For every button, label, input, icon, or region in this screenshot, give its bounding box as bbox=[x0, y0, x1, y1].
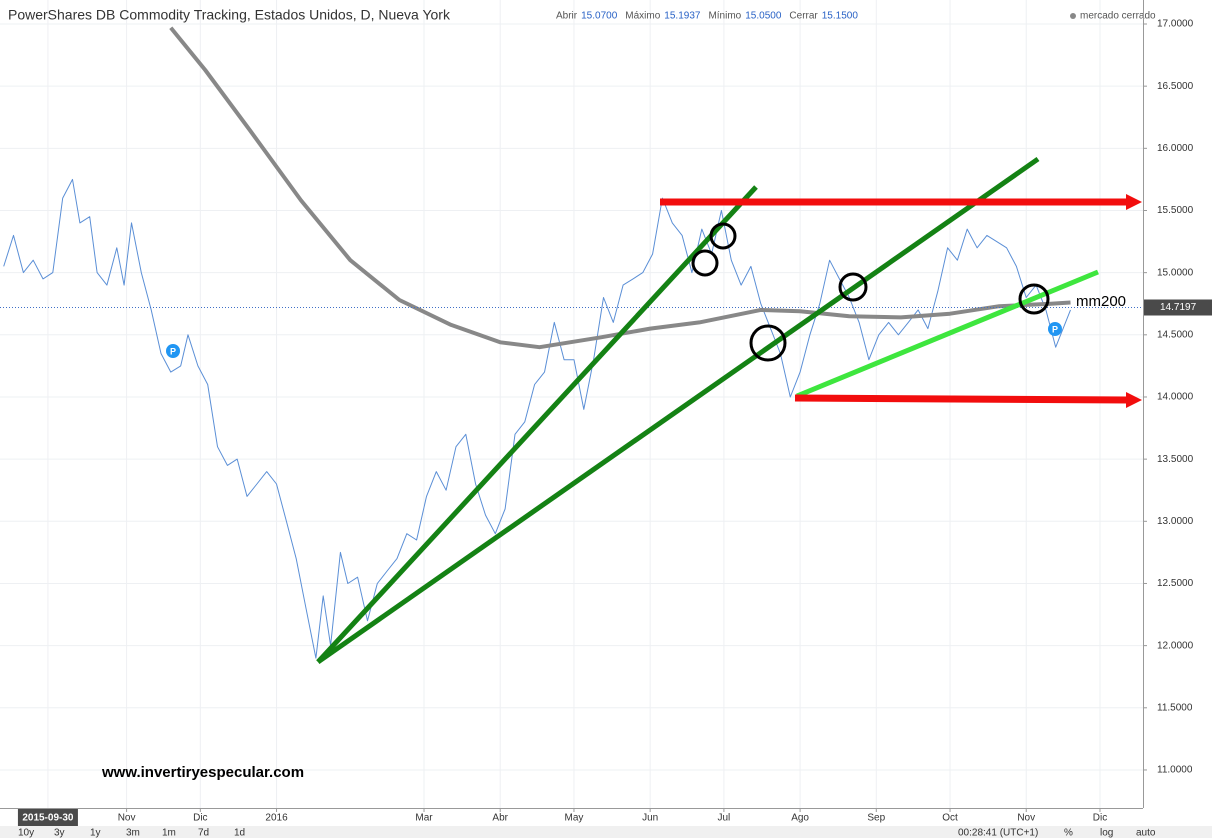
event-marker[interactable]: P bbox=[1048, 322, 1062, 336]
x-tick-label: Nov bbox=[1017, 813, 1035, 824]
event-label: P bbox=[1052, 324, 1058, 334]
ohlc-value: 15.1500 bbox=[822, 11, 859, 22]
ohlc-name: Mínimo bbox=[708, 11, 741, 22]
circle bbox=[749, 324, 787, 362]
last-price-box bbox=[1144, 299, 1212, 316]
y-tick-label: 13.5000 bbox=[1157, 454, 1194, 465]
circle bbox=[691, 249, 719, 277]
y-tick-label: 12.5000 bbox=[1157, 578, 1194, 589]
y-tick-label: 15.0000 bbox=[1157, 267, 1194, 278]
y-tick-label: 12.0000 bbox=[1157, 640, 1194, 651]
scale-button[interactable]: log bbox=[1100, 828, 1113, 838]
y-tick-label: 16.0000 bbox=[1157, 143, 1194, 154]
x-tick-highlight bbox=[17, 809, 78, 826]
series-line bbox=[169, 26, 1071, 350]
x-tick-label: Sep bbox=[867, 813, 885, 824]
x-tick-label: Dic bbox=[1093, 813, 1107, 824]
ohlc-value: 15.0500 bbox=[745, 11, 782, 22]
scale-button[interactable]: % bbox=[1064, 828, 1073, 838]
event-label: P bbox=[170, 346, 176, 356]
range-button[interactable]: 7d bbox=[198, 828, 209, 838]
y-tick-label: 14.0000 bbox=[1157, 392, 1194, 403]
x-tick-label: Abr bbox=[492, 813, 508, 824]
scale-button[interactable]: auto bbox=[1136, 828, 1156, 838]
circle bbox=[1018, 283, 1050, 315]
last-price-label: 14.7197 bbox=[1160, 302, 1197, 313]
arrow-head bbox=[1126, 392, 1142, 408]
x-tick-label: Dic bbox=[193, 813, 207, 824]
trendline bbox=[316, 185, 758, 664]
x-tick-label: Oct bbox=[942, 813, 958, 824]
y-tick-label: 11.5000 bbox=[1157, 702, 1193, 713]
range-button[interactable]: 1m bbox=[162, 828, 176, 838]
range-button[interactable]: 10y bbox=[18, 828, 34, 838]
toolbar bbox=[0, 826, 1212, 838]
ohlc-name: Abrir bbox=[556, 11, 578, 22]
ohlc-name: Máximo bbox=[625, 11, 660, 22]
chart-title: PowerShares DB Commodity Tracking, Estad… bbox=[8, 7, 451, 23]
series-line bbox=[3, 178, 1071, 659]
market-status: mercado cerrado bbox=[1080, 11, 1156, 22]
clock: 00:28:41 (UTC+1) bbox=[958, 828, 1038, 838]
ohlc-name: Cerrar bbox=[789, 11, 818, 22]
drawings bbox=[316, 156, 1142, 665]
circle bbox=[838, 272, 868, 302]
watermark: www.invertiryespecular.com bbox=[101, 764, 304, 781]
x-tick-label: Jun bbox=[642, 813, 658, 824]
arrow-head bbox=[1126, 194, 1142, 210]
ma-label: mm200 bbox=[1076, 293, 1126, 310]
y-tick-label: 15.5000 bbox=[1157, 205, 1194, 216]
x-tick-label: Mar bbox=[415, 813, 433, 824]
range-button[interactable]: 1d bbox=[234, 828, 245, 838]
status-dot bbox=[1070, 13, 1076, 19]
circle bbox=[709, 222, 737, 250]
x-tick-label: Jul bbox=[718, 813, 731, 824]
y-tick-label: 17.0000 bbox=[1157, 19, 1194, 30]
x-tick-label: 2016 bbox=[265, 813, 288, 824]
ohlc-value: 15.1937 bbox=[664, 11, 701, 22]
range-button[interactable]: 1y bbox=[90, 828, 101, 838]
x-tick-label: Ago bbox=[791, 813, 809, 824]
range-button[interactable]: 3m bbox=[126, 828, 140, 838]
y-tick-label: 16.5000 bbox=[1157, 81, 1194, 92]
x-tick-label: Nov bbox=[118, 813, 136, 824]
y-tick-label: 11.0000 bbox=[1157, 765, 1193, 776]
ohlc-value: 15.0700 bbox=[581, 11, 618, 22]
range-button[interactable]: 3y bbox=[54, 828, 65, 838]
event-marker[interactable]: P bbox=[166, 344, 180, 358]
y-tick-label: 13.0000 bbox=[1157, 516, 1194, 527]
arrow bbox=[794, 394, 1129, 404]
x-tick-label: May bbox=[565, 813, 584, 824]
trendline bbox=[316, 156, 1040, 665]
x-tick-label: 2015-09-30 bbox=[22, 813, 74, 824]
y-tick-label: 14.5000 bbox=[1157, 329, 1194, 340]
